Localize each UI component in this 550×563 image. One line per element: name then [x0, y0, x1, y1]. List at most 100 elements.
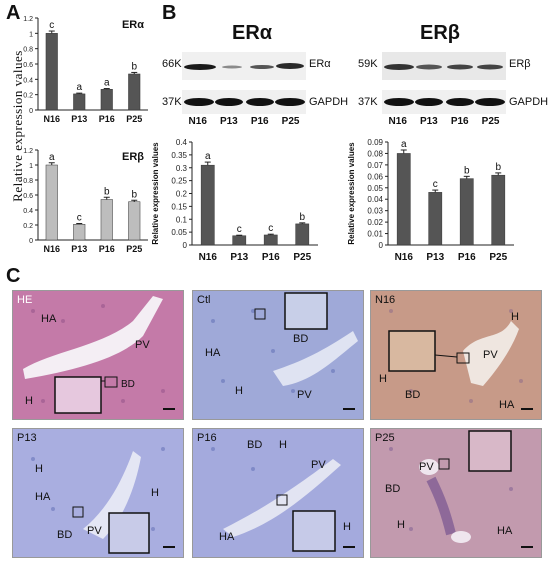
blot-alpha-target-strip — [182, 52, 306, 80]
y-tick-label: 0.05 — [367, 184, 383, 193]
blot-alpha: 66K 37K ERα GAPDH N16 P13 P16 P25 — [160, 48, 350, 128]
y-tick-label: 0.4 — [23, 77, 33, 84]
blot-alpha-target-label: ERα — [309, 58, 331, 70]
band — [184, 98, 214, 106]
structure-label: PV — [297, 389, 312, 401]
significance-letter: c — [433, 179, 438, 190]
x-tick-label: P16 — [458, 252, 476, 262]
x-tick-label: P16 — [262, 252, 280, 262]
x-tick-label: P13 — [71, 114, 87, 124]
blot-alpha-kda-target: 66K — [162, 58, 182, 70]
band — [415, 98, 443, 106]
y-tick-label: 0.07 — [367, 161, 383, 170]
structure-label: PV — [483, 349, 498, 361]
blot-alpha-ref-label: GAPDH — [309, 96, 349, 108]
band — [222, 65, 242, 69]
blot-beta-kda-ref: 37K — [358, 96, 378, 108]
y-tick-label: 0.6 — [23, 193, 33, 200]
chart-b-er-beta: 0 0.01 0.02 0.03 0.04 0.05 0.06 0.07 0.08 0.09 a N1… — [347, 138, 514, 262]
panel-label-c: C — [6, 265, 21, 287]
y-tick-label: 0 — [29, 108, 33, 115]
y-tick-label: 0.05 — [171, 228, 187, 237]
structure-label: PV — [87, 525, 102, 537]
blot-alpha-title: ERα — [232, 22, 273, 44]
bar — [396, 153, 411, 246]
micrograph-tag: P13 — [17, 432, 37, 444]
significance-letter: c — [49, 20, 54, 31]
y-axis-label: Relative expression values — [151, 142, 160, 245]
lane-label: N16 — [388, 116, 407, 127]
micrograph-n16: N16 H PV H BD HA — [370, 290, 542, 420]
significance-letter: b — [299, 212, 305, 223]
blot-alpha-lanes: N16 P13 P16 P25 — [182, 116, 306, 127]
structure-label: H — [343, 521, 351, 533]
blot-beta-ref-strip — [382, 90, 506, 114]
x-tick-label: N16 — [395, 252, 414, 262]
y-tick-label: 0.08 — [367, 149, 383, 158]
panel-label-b: B — [162, 2, 177, 24]
y-tick-label: 0.4 — [176, 138, 188, 147]
bar — [491, 174, 506, 246]
x-tick-label: N16 — [199, 252, 218, 262]
band — [416, 64, 442, 70]
y-tick-label: 0.2 — [23, 223, 33, 230]
structure-label: H — [397, 519, 405, 531]
x-tick-label: P16 — [99, 114, 115, 124]
structure-label: HA — [497, 525, 513, 537]
structure-label: H — [379, 373, 387, 385]
structure-label: H — [511, 311, 519, 323]
x-tick-label: P25 — [489, 252, 507, 262]
micrograph-tag: P16 — [197, 432, 217, 444]
y-tick-label: 0.8 — [23, 178, 33, 185]
structure-label: H — [235, 385, 243, 397]
structure-label: PV — [311, 459, 326, 471]
structure-label: HA — [499, 399, 515, 411]
y-tick-label: 0.01 — [367, 230, 383, 239]
blot-beta-lanes: N16 P13 P16 P25 — [382, 116, 506, 127]
structure-label: HA — [41, 313, 57, 325]
y-axis-label: Relative expression values — [347, 142, 356, 245]
structure-label: H — [151, 487, 159, 499]
structure-label: BD — [385, 483, 401, 495]
significance-letter: a — [205, 151, 211, 162]
lane-label: P13 — [419, 116, 438, 127]
blot-beta-title: ERβ — [420, 22, 460, 44]
y-tick-label: 1 — [29, 31, 33, 38]
y-tick-label: 0.2 — [176, 190, 188, 199]
chart-b-er-alpha: 0 0.05 0.1 0.15 0.2 0.25 0.3 0.35 0.4 a N16 c P13 c P1… — [151, 138, 318, 262]
band — [384, 64, 414, 70]
band — [475, 98, 505, 106]
chart-title: ERα — [122, 19, 144, 31]
band — [246, 98, 274, 106]
micrograph-he: HE HA PV BD H — [12, 290, 184, 420]
band — [215, 98, 243, 106]
micrograph-tag: HE — [17, 294, 33, 306]
micrograph-tag: N16 — [375, 294, 396, 306]
structure-label: HA — [205, 347, 221, 359]
x-tick-label: P16 — [99, 244, 115, 254]
structure-label: H — [35, 463, 43, 475]
structure-label: H — [279, 439, 287, 451]
band — [276, 63, 304, 69]
y-tick-label: 0.04 — [367, 195, 383, 204]
structure-label: BD — [57, 529, 73, 541]
chart-a-er-beta: 0 0.2 0.4 0.6 0.8 1 1.2 a N16 c P13 b P16 b P25 ERβ — [23, 148, 148, 254]
lane-label: N16 — [188, 116, 207, 127]
y-tick-label: 0.8 — [23, 47, 33, 54]
x-tick-label: P25 — [126, 244, 142, 254]
y-tick-label: 0.6 — [23, 62, 33, 69]
significance-letter: c — [77, 213, 82, 224]
significance-letter: a — [104, 78, 110, 89]
structure-label: HA — [219, 531, 235, 543]
y-tick-label: 0.15 — [171, 202, 187, 211]
lane-label: P13 — [219, 116, 238, 127]
x-tick-label: P13 — [71, 244, 87, 254]
micrograph-tag: P25 — [375, 432, 395, 444]
y-tick-label: 0 — [183, 241, 188, 250]
y-tick-label: 0.1 — [176, 215, 188, 224]
structure-label: BD — [121, 379, 135, 390]
structure-label: HA — [35, 491, 51, 503]
y-tick-label: 0.09 — [367, 138, 383, 147]
x-tick-label: P13 — [230, 252, 248, 262]
significance-letter: b — [104, 186, 110, 197]
